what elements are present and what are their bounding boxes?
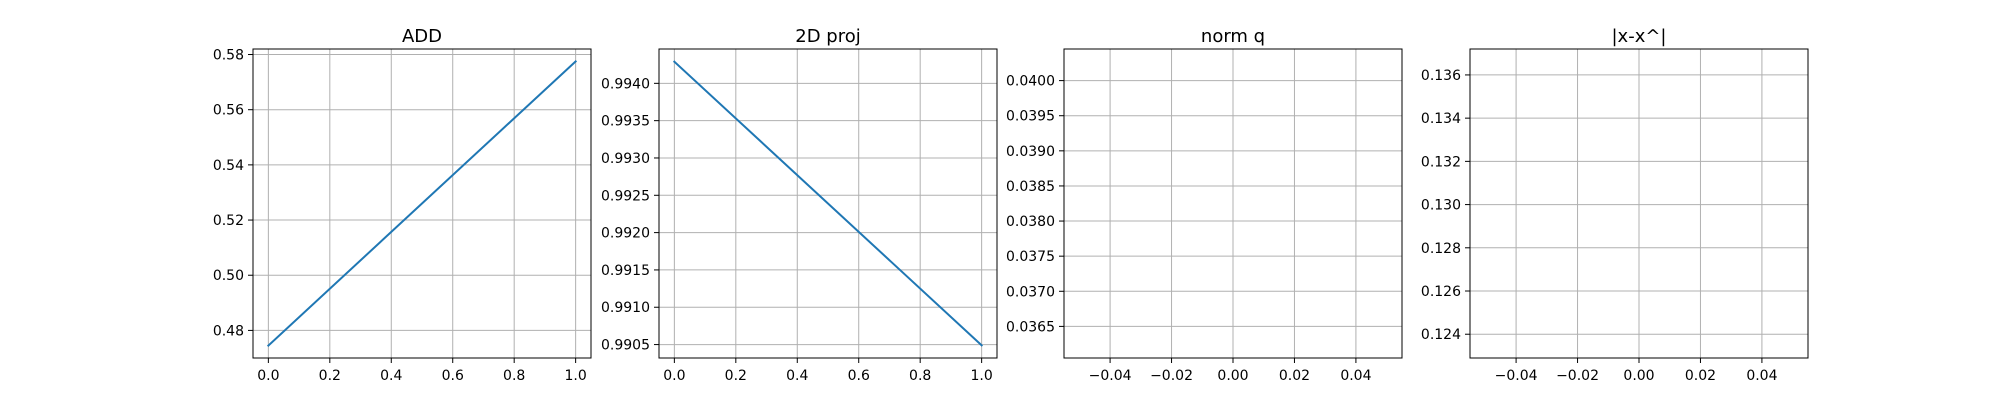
x-tick-label: 0.8 <box>909 368 931 384</box>
x-tick-label: 0.4 <box>380 368 402 384</box>
x-tick-label: 0.0 <box>257 368 279 384</box>
y-tick-label: 0.0370 <box>1006 284 1055 300</box>
x-tick-label: 0.2 <box>319 368 341 384</box>
x-tick-label: 0.04 <box>1746 368 1777 384</box>
y-tick-label: 0.9940 <box>601 76 650 92</box>
subplot-add: ADD 0.0 0.2 0.4 0.6 0.8 1.0 0.48 0.50 0.52 0.54 0.… <box>213 26 592 384</box>
y-tick-label: 0.9905 <box>601 338 650 354</box>
y-tick-label: 0.50 <box>213 268 244 284</box>
y-tick-label: 0.48 <box>213 323 244 339</box>
y-tick-label: 0.0390 <box>1006 144 1055 160</box>
series-line <box>266 60 578 347</box>
x-tick-label: 0.6 <box>848 368 870 384</box>
y-tick-label: 0.9930 <box>601 151 650 167</box>
y-tick-label: 0.9935 <box>601 114 650 130</box>
x-tick-label: 0.00 <box>1623 368 1654 384</box>
y-tick-label: 0.132 <box>1421 154 1461 170</box>
subplot-2d-proj: 2D proj 0.0 0.2 0.4 0.6 0.8 1.0 0.9905 0.9910 0.… <box>601 26 998 384</box>
y-tick-label: 0.58 <box>213 48 244 64</box>
axes-frame <box>658 48 998 359</box>
y-tick-label: 0.128 <box>1421 241 1461 257</box>
x-tick-label: 1.0 <box>971 368 993 384</box>
y-tick-label: 0.0365 <box>1006 319 1055 335</box>
y-tick-label: 0.136 <box>1421 68 1461 84</box>
y-tick-label: 0.9915 <box>601 263 650 279</box>
y-tick-label: 0.0400 <box>1006 74 1055 90</box>
x-tick-label: 1.0 <box>565 368 587 384</box>
x-tick-label: 0.4 <box>786 368 808 384</box>
subplot-title: norm q <box>1201 26 1265 47</box>
x-tick-label: −0.04 <box>1089 368 1132 384</box>
y-tick-label: 0.9910 <box>601 300 650 316</box>
subplot-title: ADD <box>402 26 442 47</box>
x-tick-label: −0.02 <box>1150 368 1193 384</box>
x-tick-label: 0.04 <box>1340 368 1371 384</box>
y-tick-label: 0.54 <box>213 158 244 174</box>
y-tick-label: 0.134 <box>1421 111 1461 127</box>
y-tick-label: 0.0395 <box>1006 109 1055 125</box>
y-tick-label: 0.124 <box>1421 327 1461 343</box>
subplot-x-error: |x-x^| −0.04 −0.02 0.00 0.02 0.04 0.124 0.126 0… <box>1421 26 1809 384</box>
subplot-norm-q: norm q −0.04 −0.02 0.00 0.02 0.04 0.0365 0.037… <box>1006 26 1403 384</box>
subplot-title: |x-x^| <box>1611 26 1666 47</box>
x-tick-label: 0.0 <box>663 368 685 384</box>
x-tick-label: 0.8 <box>503 368 525 384</box>
x-tick-label: −0.04 <box>1495 368 1538 384</box>
y-tick-label: 0.52 <box>213 213 244 229</box>
x-tick-label: 0.02 <box>1279 368 1310 384</box>
y-tick-label: 0.9920 <box>601 226 650 242</box>
x-tick-label: 0.00 <box>1217 368 1248 384</box>
y-tick-label: 0.0375 <box>1006 249 1055 265</box>
y-tick-label: 0.9925 <box>601 188 650 204</box>
y-tick-label: 0.130 <box>1421 198 1461 214</box>
y-tick-label: 0.0385 <box>1006 179 1055 195</box>
y-tick-label: 0.126 <box>1421 284 1461 300</box>
x-tick-label: 0.6 <box>442 368 464 384</box>
x-tick-label: −0.02 <box>1556 368 1599 384</box>
x-tick-label: 0.02 <box>1685 368 1716 384</box>
x-tick-label: 0.2 <box>725 368 747 384</box>
y-tick-label: 0.56 <box>213 103 244 119</box>
series-line <box>672 60 984 347</box>
y-tick-label: 0.0380 <box>1006 214 1055 230</box>
axes-frame <box>252 48 592 359</box>
subplot-title: 2D proj <box>795 26 860 47</box>
